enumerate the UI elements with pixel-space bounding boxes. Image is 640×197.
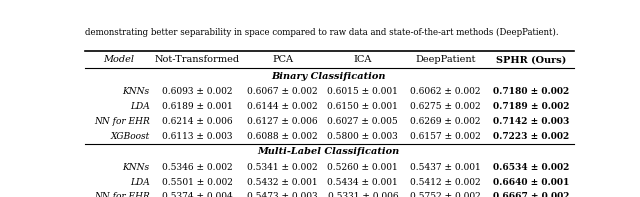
Text: 0.5346 ± 0.002: 0.5346 ± 0.002 (162, 163, 233, 172)
Text: Not-Transformed: Not-Transformed (155, 55, 240, 64)
Text: 0.6127 ± 0.006: 0.6127 ± 0.006 (248, 117, 318, 126)
Text: 0.6062 ± 0.002: 0.6062 ± 0.002 (410, 87, 481, 96)
Text: NN for EHR: NN for EHR (94, 117, 150, 126)
Text: ICA: ICA (354, 55, 372, 64)
Text: PCA: PCA (272, 55, 293, 64)
Text: SPHR (Ours): SPHR (Ours) (496, 55, 566, 64)
Text: 0.5341 ± 0.002: 0.5341 ± 0.002 (248, 163, 318, 172)
Text: 0.5800 ± 0.003: 0.5800 ± 0.003 (328, 132, 398, 141)
Text: 0.6093 ± 0.002: 0.6093 ± 0.002 (162, 87, 233, 96)
Text: 0.7180 ± 0.002: 0.7180 ± 0.002 (493, 87, 569, 96)
Text: 0.6189 ± 0.001: 0.6189 ± 0.001 (162, 102, 233, 111)
Text: 0.6150 ± 0.001: 0.6150 ± 0.001 (328, 102, 398, 111)
Text: 0.5374 ± 0.004: 0.5374 ± 0.004 (162, 192, 233, 197)
Text: 0.7189 ± 0.002: 0.7189 ± 0.002 (493, 102, 569, 111)
Text: Binary Classification: Binary Classification (271, 72, 385, 81)
Text: 0.6157 ± 0.002: 0.6157 ± 0.002 (410, 132, 481, 141)
Text: LDA: LDA (130, 177, 150, 187)
Text: 0.6667 ± 0.002: 0.6667 ± 0.002 (493, 192, 569, 197)
Text: NN for EHR: NN for EHR (94, 192, 150, 197)
Text: 0.5331 ± 0.006: 0.5331 ± 0.006 (328, 192, 398, 197)
Text: 0.7223 ± 0.002: 0.7223 ± 0.002 (493, 132, 569, 141)
Text: KNNs: KNNs (123, 87, 150, 96)
Text: XGBoost: XGBoost (111, 132, 150, 141)
Text: demonstrating better separability in space compared to raw data and state-of-the: demonstrating better separability in spa… (85, 28, 559, 37)
Text: 0.6015 ± 0.001: 0.6015 ± 0.001 (328, 87, 398, 96)
Text: DeepPatient: DeepPatient (415, 55, 476, 64)
Text: 0.6640 ± 0.001: 0.6640 ± 0.001 (493, 177, 569, 187)
Text: Model: Model (103, 55, 134, 64)
Text: 0.6088 ± 0.002: 0.6088 ± 0.002 (248, 132, 318, 141)
Text: 0.5501 ± 0.002: 0.5501 ± 0.002 (162, 177, 233, 187)
Text: 0.7142 ± 0.003: 0.7142 ± 0.003 (493, 117, 569, 126)
Text: 0.5434 ± 0.001: 0.5434 ± 0.001 (328, 177, 398, 187)
Text: 0.6027 ± 0.005: 0.6027 ± 0.005 (328, 117, 398, 126)
Text: 0.5432 ± 0.001: 0.5432 ± 0.001 (248, 177, 318, 187)
Text: 0.6269 ± 0.002: 0.6269 ± 0.002 (410, 117, 481, 126)
Text: 0.6214 ± 0.006: 0.6214 ± 0.006 (162, 117, 233, 126)
Text: 0.6275 ± 0.002: 0.6275 ± 0.002 (410, 102, 481, 111)
Text: 0.5473 ± 0.003: 0.5473 ± 0.003 (248, 192, 318, 197)
Text: 0.6534 ± 0.002: 0.6534 ± 0.002 (493, 163, 569, 172)
Text: 0.5260 ± 0.001: 0.5260 ± 0.001 (328, 163, 398, 172)
Text: 0.5752 ± 0.002: 0.5752 ± 0.002 (410, 192, 481, 197)
Text: 0.5437 ± 0.001: 0.5437 ± 0.001 (410, 163, 481, 172)
Text: LDA: LDA (130, 102, 150, 111)
Text: 0.6113 ± 0.003: 0.6113 ± 0.003 (162, 132, 233, 141)
Text: 0.5412 ± 0.002: 0.5412 ± 0.002 (410, 177, 481, 187)
Text: 0.6144 ± 0.002: 0.6144 ± 0.002 (248, 102, 318, 111)
Text: Multi-Label Classification: Multi-Label Classification (257, 147, 399, 156)
Text: KNNs: KNNs (123, 163, 150, 172)
Text: 0.6067 ± 0.002: 0.6067 ± 0.002 (248, 87, 318, 96)
